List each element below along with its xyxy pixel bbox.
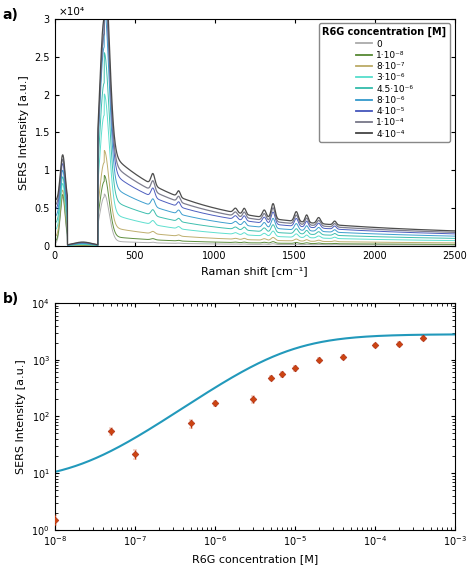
X-axis label: R6G concentration [M]: R6G concentration [M] [191, 554, 318, 564]
Text: ×10⁴: ×10⁴ [59, 7, 85, 17]
Text: a): a) [3, 7, 18, 22]
Legend: 0, 1·10⁻⁸, 8·10⁻⁷, 3·10⁻⁶, 4.5·10⁻⁶, 8·10⁻⁶, 4·10⁻⁵, 1·10⁻⁴, 4·10⁻⁴: 0, 1·10⁻⁸, 8·10⁻⁷, 3·10⁻⁶, 4.5·10⁻⁶, 8·1… [319, 23, 450, 142]
Y-axis label: SERS Intensity [a.u.]: SERS Intensity [a.u.] [16, 359, 26, 474]
X-axis label: Raman shift [cm⁻¹]: Raman shift [cm⁻¹] [201, 266, 308, 276]
Y-axis label: SERS Intensity [a.u.]: SERS Intensity [a.u.] [19, 75, 29, 190]
Text: b): b) [3, 292, 19, 305]
